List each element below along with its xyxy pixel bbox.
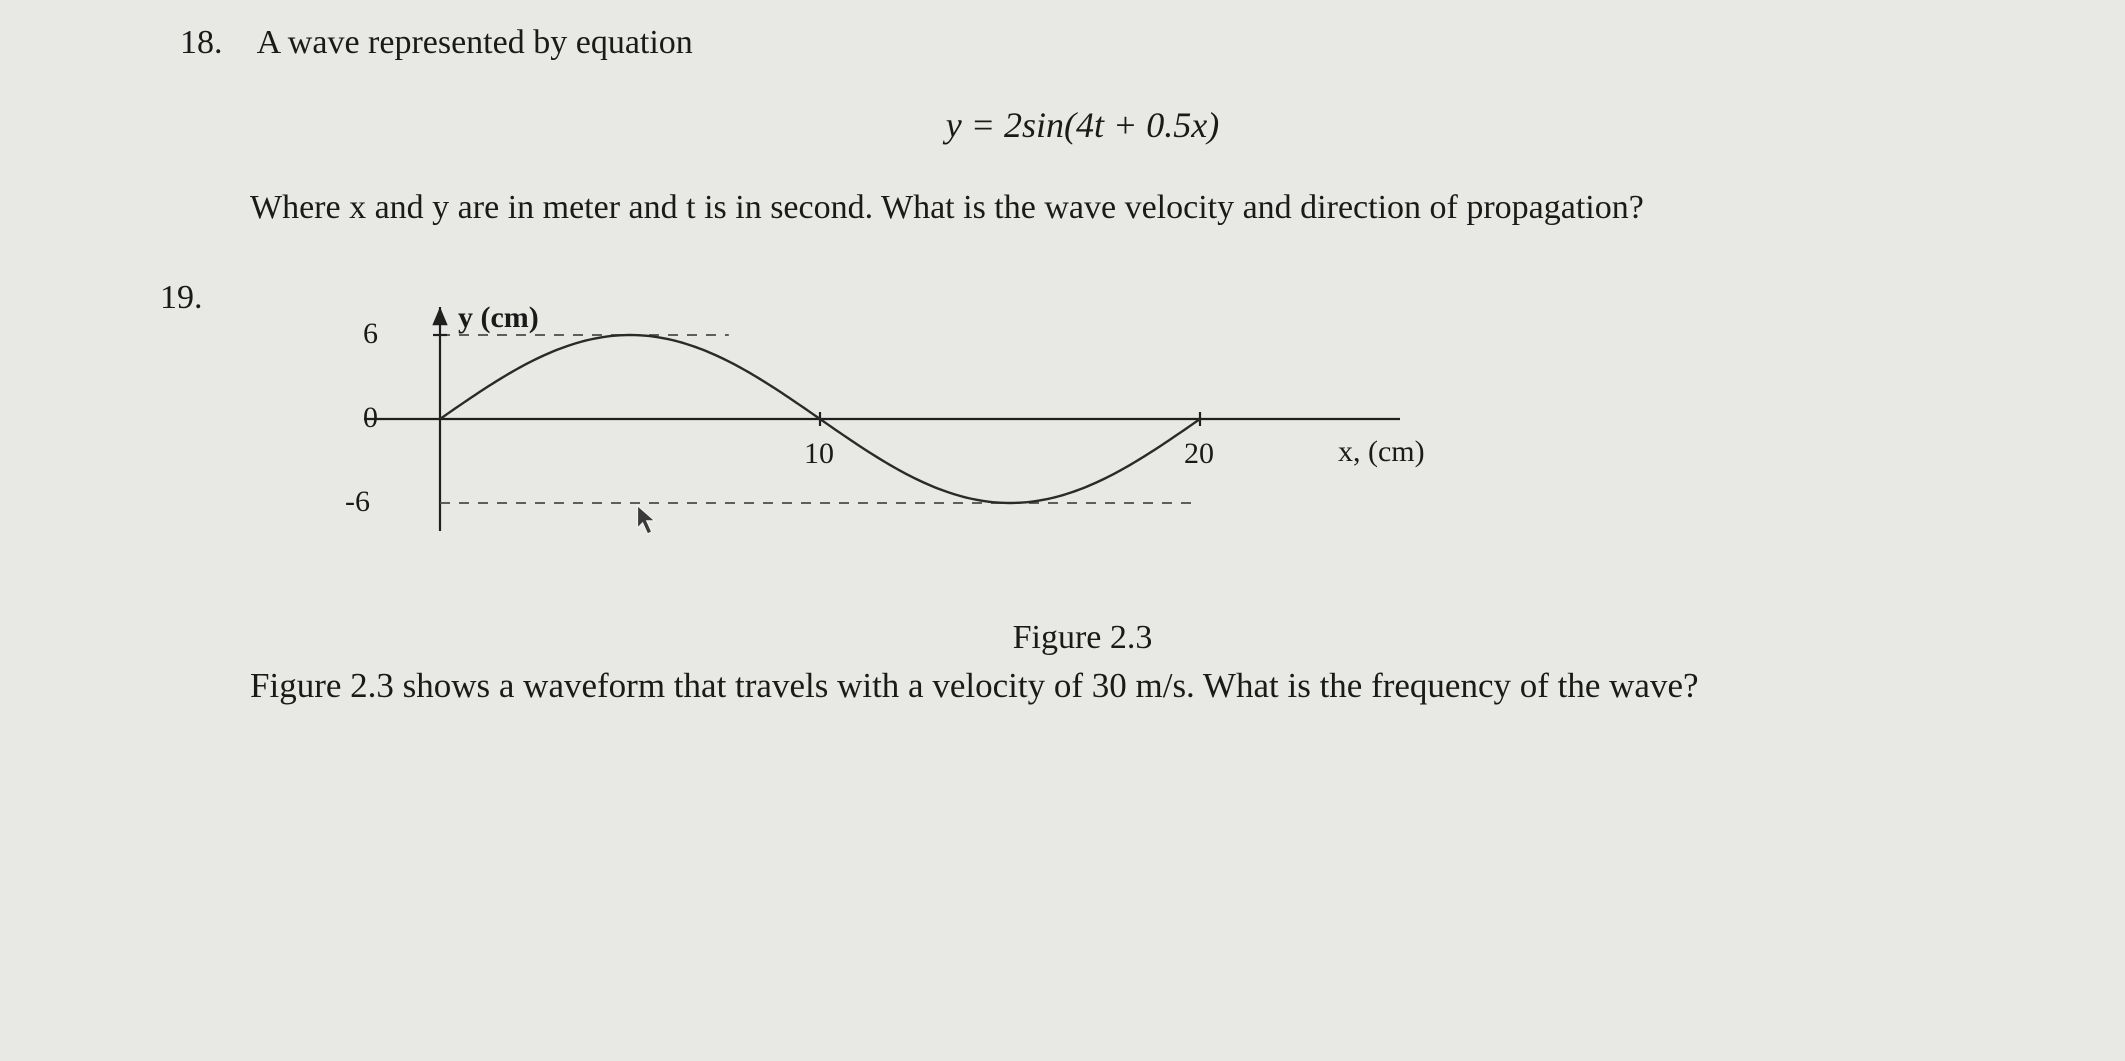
q18-line: 18. A wave represented by equation	[180, 20, 1985, 66]
figure-caption: Figure 2.3	[180, 619, 1985, 657]
y-tick-0: 0	[334, 401, 378, 435]
page: 18. A wave represented by equation y = 2…	[0, 0, 2125, 731]
y-tick-neg6: -6	[326, 485, 370, 519]
q19-number: 19.	[160, 279, 203, 317]
x-axis-label: x, (cm)	[1338, 435, 1425, 469]
q18-lead: A wave represented by equation	[257, 24, 693, 61]
q19-body: Figure 2.3 shows a waveform that travels…	[250, 661, 1985, 711]
x-tick-10: 10	[804, 437, 834, 471]
x-tick-20: 20	[1184, 437, 1214, 471]
q18-equation: y = 2sin(4t + 0.5x)	[180, 104, 1985, 146]
y-axis-label: y (cm)	[458, 301, 539, 335]
q18-body: Where x and y are in meter and t is in s…	[250, 184, 1985, 232]
q18-number: 18.	[180, 20, 250, 66]
y-tick-6: 6	[334, 317, 378, 351]
wave-chart: 19. y (cm) 6 0 -6 10 20 x, (cm)	[300, 249, 1600, 609]
